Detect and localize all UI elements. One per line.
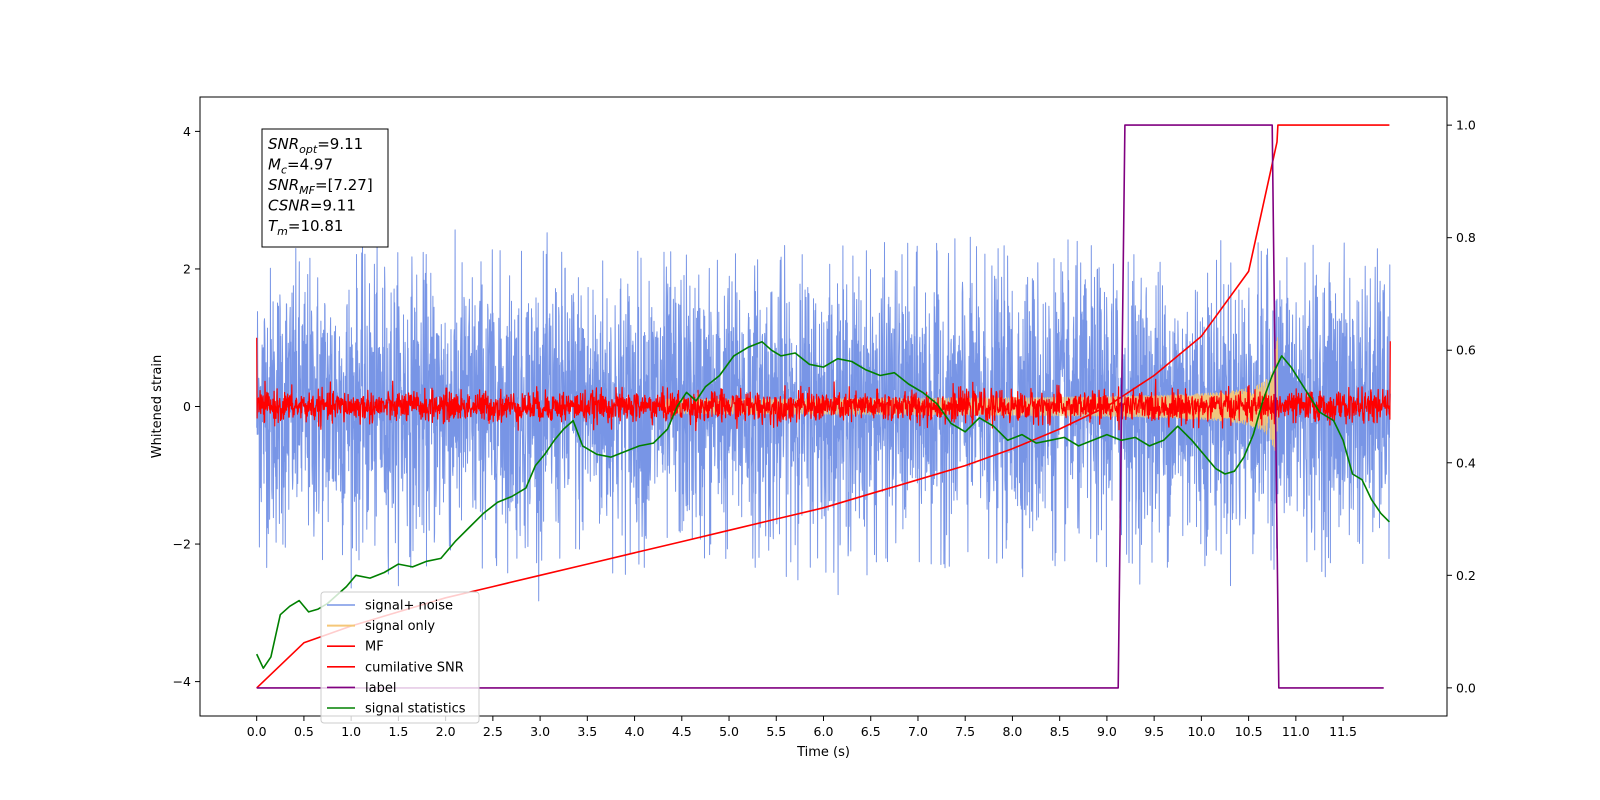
annotation-frame [261, 128, 389, 248]
legend-frame [320, 591, 480, 724]
x-tick-label-6: 3.0 [530, 724, 550, 739]
x-tick-label-1: 0.5 [294, 724, 314, 739]
x-tick-label-5: 2.5 [483, 724, 503, 739]
x-axis-label: Time (s) [796, 745, 850, 760]
x-tick-label-12: 6.0 [814, 724, 834, 739]
x-tick-label-17: 8.5 [1050, 724, 1070, 739]
y-left-tick-label-3: −2 [173, 537, 191, 552]
x-tick-label-16: 8.0 [1002, 724, 1022, 739]
x-tick-label-0: 0.0 [247, 724, 267, 739]
y-left-tick-label-4: −4 [173, 674, 191, 689]
annotation-line-3: CSNR=9.11 [268, 197, 356, 215]
legend-label-5: signal statistics [365, 702, 466, 717]
x-tick-label-23: 11.5 [1329, 724, 1357, 739]
x-tick-label-21: 10.5 [1235, 724, 1263, 739]
x-tick-label-20: 10.0 [1187, 724, 1215, 739]
x-tick-label-3: 1.5 [388, 724, 408, 739]
annotation-line-0: SNRopt=9.11 [268, 135, 363, 156]
x-tick-label-10: 5.0 [719, 724, 739, 739]
legend-label-2: MF [365, 640, 384, 655]
y-right-tick-label-1: 0.8 [1456, 230, 1476, 245]
annotation-line-1: Mc=4.97 [268, 156, 333, 177]
legend: signal+ noise signal only MF cumilative SNR… [320, 591, 480, 724]
legend-label-4: label [365, 681, 396, 696]
y-left-tick-label-0: 4 [183, 124, 191, 139]
x-tick-label-4: 2.0 [436, 724, 456, 739]
legend-label-1: signal only [365, 619, 435, 634]
x-tick-label-13: 6.5 [861, 724, 881, 739]
y-right-tick-label-0: 1.0 [1456, 118, 1476, 133]
x-tick-label-14: 7.0 [908, 724, 928, 739]
legend-label-0: signal+ noise [365, 599, 453, 614]
series-5-line [255, 340, 1390, 670]
x-tick-label-22: 11.0 [1282, 724, 1310, 739]
y-left-tick-label-1: 2 [183, 261, 191, 276]
y-right-tick-label-2: 0.6 [1456, 343, 1476, 358]
x-tick-label-7: 3.5 [577, 724, 597, 739]
y-left-tick-label-2: 0 [183, 399, 191, 414]
y-axis-label: Whitened strain [150, 355, 165, 458]
x-tick-label-11: 5.5 [766, 724, 786, 739]
x-tick-label-19: 9.5 [1144, 724, 1164, 739]
y-right-tick-label-3: 0.4 [1456, 455, 1476, 470]
x-tick-label-9: 4.5 [672, 724, 692, 739]
y-right-tick-label-5: 0.0 [1456, 680, 1476, 695]
x-tick-label-18: 9.0 [1097, 724, 1117, 739]
legend-label-3: cumilative SNR [365, 660, 464, 675]
series-4-line [256, 124, 1384, 689]
series-2-line [256, 337, 1391, 432]
annotation-line-4: Tm=10.81 [268, 217, 343, 238]
axes-layer: 0.0 0.5 1.0 1.5 2.0 2.5 3.0 3.5 4.0 4.5 5.0 5.5 6.0 6… [173, 118, 1476, 739]
annotation-line-2: SNRMF=[7.27] [268, 176, 373, 197]
x-tick-label-15: 7.5 [955, 724, 975, 739]
y-right-tick-label-4: 0.2 [1456, 568, 1476, 583]
x-tick-label-8: 4.0 [625, 724, 645, 739]
x-tick-label-2: 1.0 [341, 724, 361, 739]
